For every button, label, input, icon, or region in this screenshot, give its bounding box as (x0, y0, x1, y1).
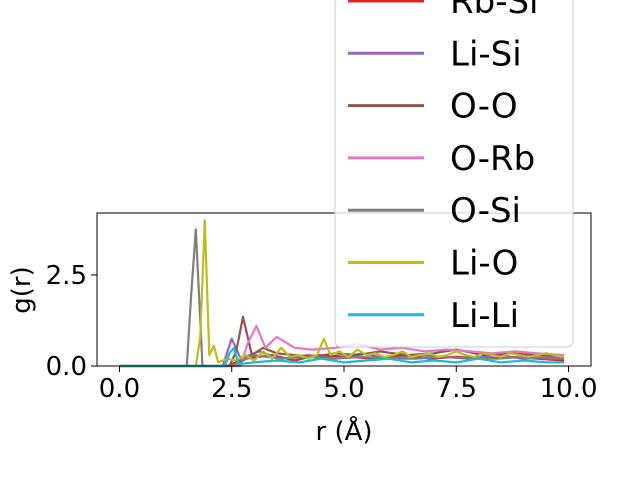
legend-label: O-O (450, 87, 518, 127)
y-axis-ticks: 0.0 2.5 (46, 261, 97, 382)
y-axis-label: g(r) (7, 266, 37, 313)
plot-lines (119, 219, 565, 368)
x-axis-label: r (Å) (315, 415, 372, 447)
x-tick-label: 7.5 (436, 374, 477, 404)
x-tick-label: 5.0 (323, 374, 364, 404)
x-tick-label: 10.0 (540, 374, 598, 404)
legend-label: O-Si (450, 191, 521, 231)
series-line-o-si (119, 228, 565, 368)
x-axis-ticks: 0.0 2.5 5.0 7.5 10.0 (99, 366, 598, 404)
legend: Rb-Si Li-Si O-O O-Rb O-Si Li-O Li-Li (334, 0, 574, 348)
x-tick-label: 0.0 (99, 374, 140, 404)
y-tick-label: 2.5 (46, 261, 87, 291)
legend-label: Rb-Si (450, 0, 539, 22)
legend-label: Li-Si (450, 34, 522, 74)
legend-box (334, 0, 574, 348)
y-tick-label: 0.0 (46, 352, 87, 382)
x-tick-label: 2.5 (211, 374, 252, 404)
legend-label: Li-Li (450, 296, 519, 336)
series-line-li-li (119, 346, 565, 368)
legend-label: Li-O (450, 244, 518, 284)
series-line-li-o (119, 219, 565, 368)
legend-label: O-Rb (450, 139, 535, 179)
